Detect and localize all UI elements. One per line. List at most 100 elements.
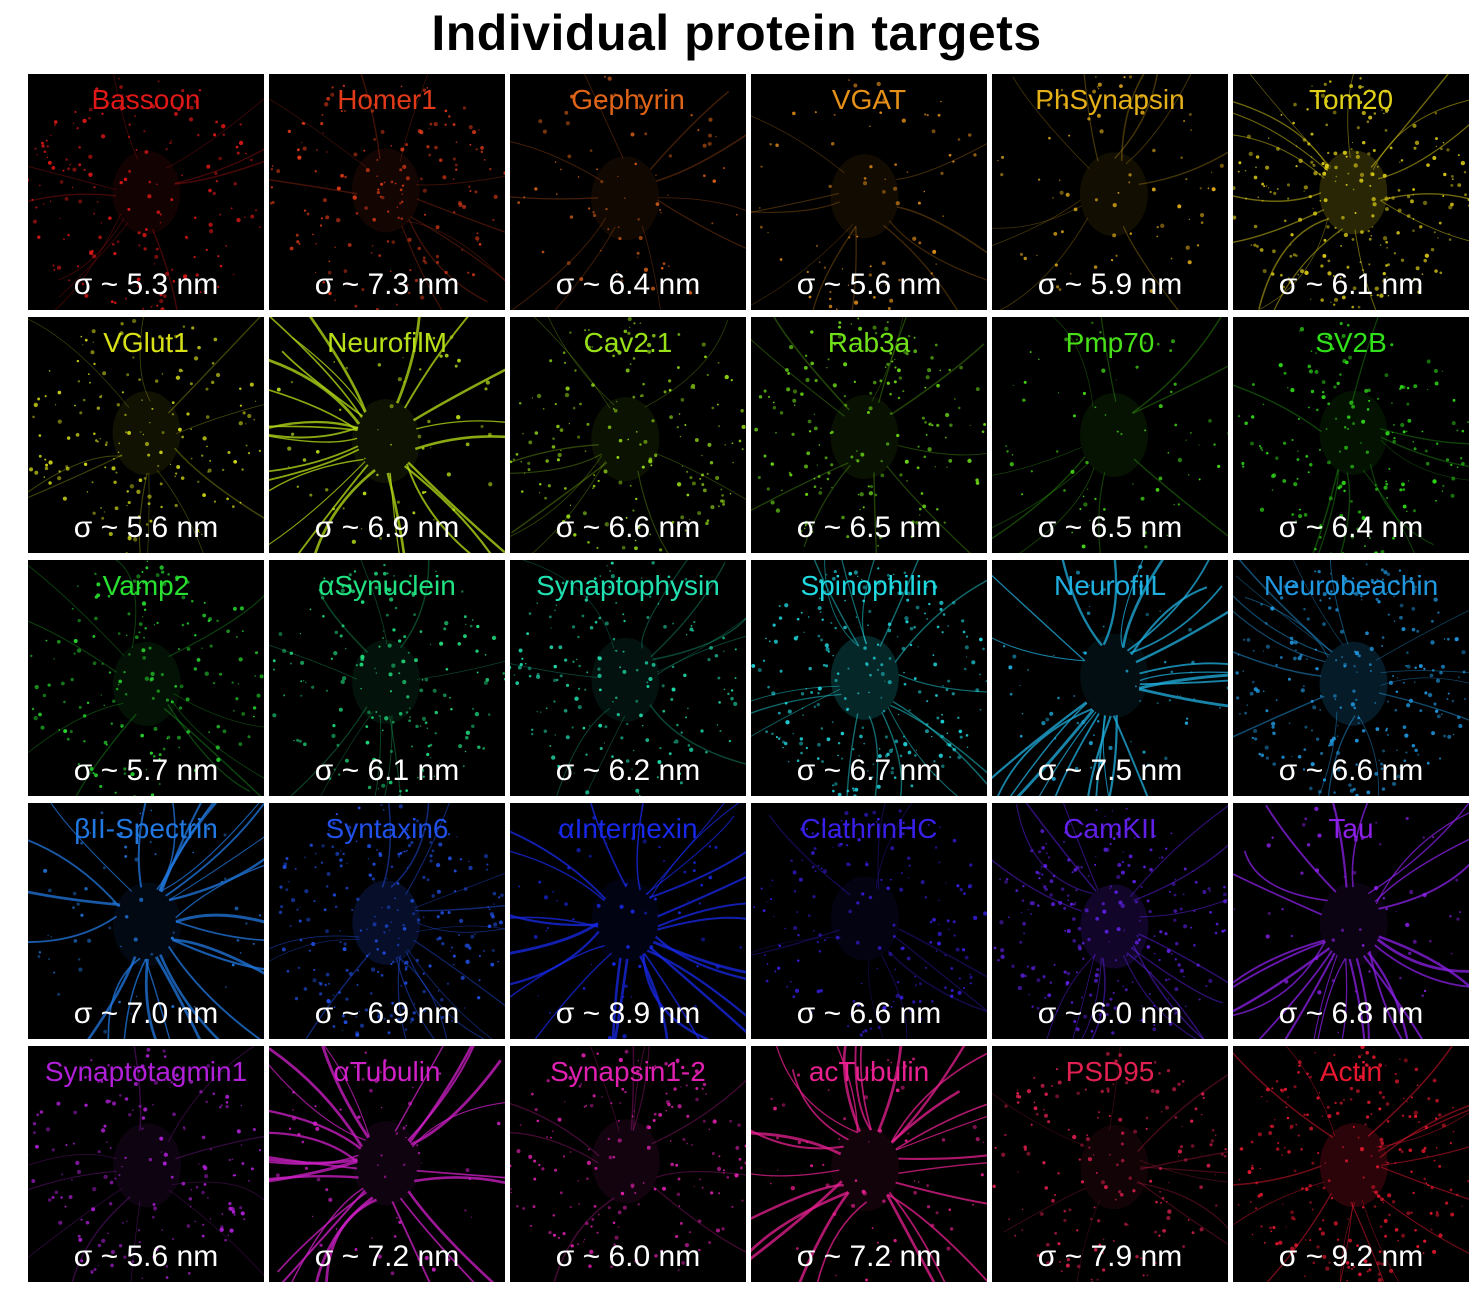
panel-label: CamKII — [1063, 813, 1157, 844]
micrograph-image — [269, 1046, 505, 1282]
image-panel: Syntaxin6 σ ~ 6.9 nm — [269, 803, 505, 1039]
image-panel: Bassoon σ ~ 5.3 nm — [28, 74, 264, 310]
image-panel: Tom20 σ ~ 6.1 nm — [1233, 74, 1469, 310]
panel-sigma: σ ~ 7.2 nm — [314, 1240, 460, 1273]
panel-sigma: σ ~ 7.3 nm — [314, 268, 460, 301]
micrograph-image — [510, 74, 746, 310]
micrograph-image — [992, 74, 1228, 310]
micrograph-image — [28, 317, 264, 553]
image-panel: Synaptotagmin1 σ ~ 5.6 nm — [28, 1046, 264, 1282]
micrograph-image — [751, 79, 987, 310]
micrograph-image — [28, 1046, 264, 1282]
image-panel: ClathrinHC σ ~ 6.6 nm — [751, 803, 987, 1039]
panel-sigma: σ ~ 6.7 nm — [796, 754, 942, 787]
panel-label: Bassoon — [91, 84, 201, 115]
micrograph-image — [269, 317, 505, 553]
image-panel: PSD95 σ ~ 7.9 nm — [992, 1046, 1228, 1282]
panel-sigma: σ ~ 7.5 nm — [1037, 754, 1183, 787]
image-panel: Pmp70 σ ~ 6.5 nm — [992, 317, 1228, 553]
panel-sigma: σ ~ 8.9 nm — [555, 997, 701, 1030]
panel-sigma: σ ~ 6.9 nm — [314, 997, 460, 1030]
panel-label: Synaptotagmin1 — [44, 1056, 248, 1087]
micrograph-image — [510, 1046, 746, 1282]
panel-sigma: σ ~ 7.0 nm — [73, 997, 219, 1030]
micrograph-image — [751, 803, 987, 1039]
panel-sigma: σ ~ 5.6 nm — [73, 1240, 219, 1273]
panel-sigma: σ ~ 6.5 nm — [1037, 511, 1183, 544]
panel-sigma: σ ~ 6.6 nm — [555, 511, 701, 544]
micrograph-image — [751, 560, 987, 796]
panel-sigma: σ ~ 5.3 nm — [73, 268, 219, 301]
panel-sigma: σ ~ 6.4 nm — [555, 268, 701, 301]
image-panel: αTubulin σ ~ 7.2 nm — [269, 1046, 505, 1282]
image-panel: αSynuclein σ ~ 6.1 nm — [269, 560, 505, 796]
image-panel: Homer1 σ ~ 7.3 nm — [269, 74, 505, 310]
image-panel: Gephyrin σ ~ 6.4 nm — [510, 74, 746, 310]
image-panel: Synapsin1-2 σ ~ 6.0 nm — [510, 1046, 746, 1282]
micrograph-image — [992, 803, 1228, 1039]
panel-sigma: σ ~ 5.9 nm — [1037, 268, 1183, 301]
micrograph-image — [28, 74, 264, 310]
panel-sigma: σ ~ 6.8 nm — [1278, 997, 1424, 1030]
image-panel: Rab3a σ ~ 6.5 nm — [751, 317, 987, 553]
panel-label: SV2B — [1315, 327, 1387, 358]
panel-label: Actin — [1319, 1056, 1383, 1087]
panel-sigma: σ ~ 6.0 nm — [555, 1240, 701, 1273]
micrograph-image — [992, 560, 1228, 796]
panel-label: Synaptophysin — [536, 570, 720, 601]
panel-label: PhSynapsin — [1035, 84, 1185, 115]
image-panel: SV2B σ ~ 6.4 nm — [1233, 317, 1469, 553]
micrograph-image — [751, 1046, 987, 1282]
panel-label: VGlut1 — [103, 327, 189, 358]
micrograph-image — [1233, 803, 1469, 1039]
panel-label: αInternexin — [558, 813, 698, 844]
image-panel: PhSynapsin σ ~ 5.9 nm — [992, 74, 1228, 310]
image-panel: Spinophilin σ ~ 6.7 nm — [751, 560, 987, 796]
image-panel: NeurofilM σ ~ 6.9 nm — [269, 317, 505, 553]
image-panel: Vamp2 σ ~ 5.7 nm — [28, 560, 264, 796]
micrograph-image — [1233, 317, 1469, 553]
micrograph-image — [269, 803, 505, 1039]
micrograph-image — [510, 803, 746, 1039]
panel-label: VGAT — [831, 84, 907, 115]
image-panel: VGlut1 σ ~ 5.6 nm — [28, 317, 264, 553]
panel-label: NeurofilM — [327, 327, 447, 358]
image-panel: Tau σ ~ 6.8 nm — [1233, 803, 1469, 1039]
panel-sigma: σ ~ 7.2 nm — [796, 1240, 942, 1273]
image-panel: NeurofilL σ ~ 7.5 nm — [992, 560, 1228, 796]
micrograph-image — [510, 317, 746, 553]
panel-label: Pmp70 — [1065, 327, 1155, 358]
micrograph-image — [992, 317, 1228, 553]
micrograph-image — [269, 560, 505, 796]
panel-label: Tom20 — [1308, 84, 1394, 115]
panel-sigma: σ ~ 5.6 nm — [73, 511, 219, 544]
panel-label: Tau — [1328, 813, 1374, 844]
panel-label: NeurofilL — [1053, 570, 1167, 601]
image-panel: acTubulin σ ~ 7.2 nm — [751, 1046, 987, 1282]
micrograph-image — [269, 74, 505, 310]
panel-sigma: σ ~ 6.1 nm — [1278, 268, 1424, 301]
image-panel: βII-Spectrin σ ~ 7.0 nm — [28, 803, 264, 1039]
micrograph-image — [1233, 1046, 1469, 1282]
panel-sigma: σ ~ 6.6 nm — [796, 997, 942, 1030]
micrograph-image — [751, 317, 987, 553]
panel-grid: Bassoon σ ~ 5.3 nm Homer1 σ ~ 7.3 nm Gephyri… — [28, 74, 1469, 1282]
micrograph-image — [992, 1046, 1228, 1282]
panel-sigma: σ ~ 6.5 nm — [796, 511, 942, 544]
panel-sigma: σ ~ 9.2 nm — [1278, 1240, 1424, 1273]
image-panel: αInternexin σ ~ 8.9 nm — [510, 803, 746, 1039]
micrograph-image — [1233, 74, 1469, 310]
micrograph-image — [28, 560, 264, 796]
panel-label: αSynuclein — [318, 570, 456, 601]
panel-label: Vamp2 — [102, 570, 190, 601]
panel-sigma: σ ~ 6.9 nm — [314, 511, 460, 544]
panel-label: Homer1 — [337, 84, 437, 115]
panel-label: Cav2.1 — [583, 327, 673, 358]
panel-label: Neurobeachin — [1263, 570, 1439, 601]
panel-label: ClathrinHC — [800, 813, 938, 844]
panel-label: acTubulin — [808, 1056, 930, 1087]
image-panel: Neurobeachin σ ~ 6.6 nm — [1233, 560, 1469, 796]
image-panel: Synaptophysin σ ~ 6.2 nm — [510, 560, 746, 796]
panel-sigma: σ ~ 6.0 nm — [1037, 997, 1183, 1030]
figure-title: Individual protein targets — [431, 5, 1042, 61]
